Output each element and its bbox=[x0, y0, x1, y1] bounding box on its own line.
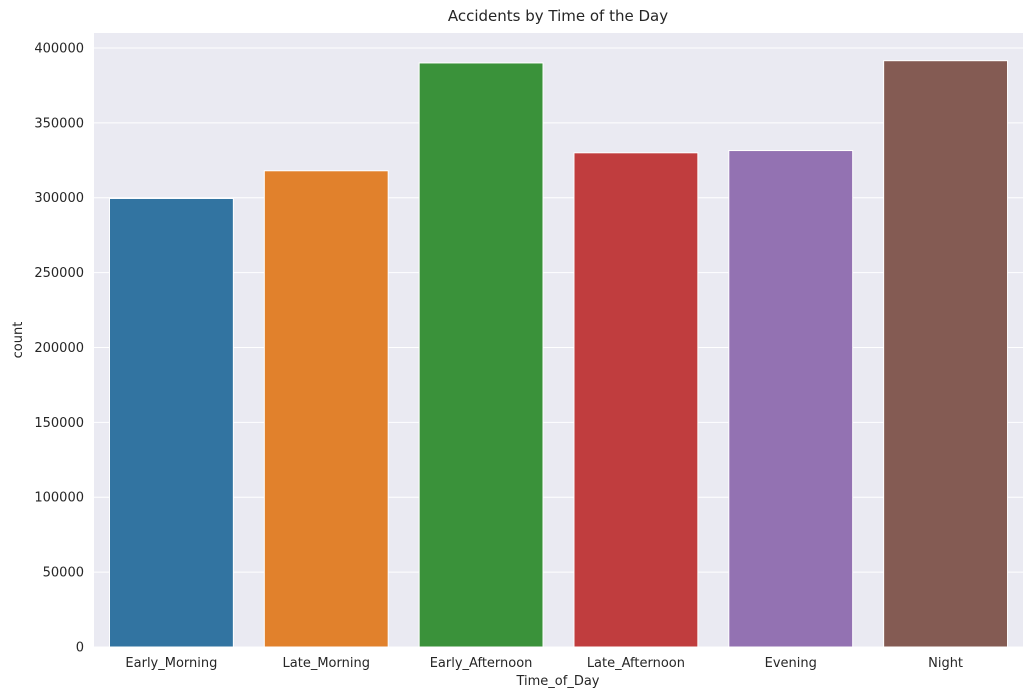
x-tick-label: Late_Afternoon bbox=[587, 656, 685, 671]
y-tick-label: 400000 bbox=[34, 41, 84, 56]
y-tick-label: 50000 bbox=[43, 566, 84, 581]
x-axis-label: Time_of_Day bbox=[515, 674, 599, 689]
y-tick-label: 150000 bbox=[34, 416, 84, 431]
bar-evening bbox=[728, 150, 854, 648]
y-tick-label: 100000 bbox=[34, 491, 84, 506]
x-tick-label: Evening bbox=[765, 656, 817, 671]
bars bbox=[108, 60, 1009, 648]
y-tick-labels: 0 50000 100000 150000 200000 250000 300000 3500… bbox=[34, 41, 84, 655]
bar-early-morning bbox=[108, 197, 234, 648]
bar-late-morning bbox=[263, 170, 389, 648]
chart-title: Accidents by Time of the Day bbox=[448, 7, 668, 25]
bar-early-afternoon bbox=[418, 62, 544, 648]
y-tick-label: 0 bbox=[76, 641, 84, 656]
x-tick-label: Late_Morning bbox=[283, 656, 370, 671]
x-tick-labels: Early_Morning Late_Morning Early_Afternoon… bbox=[125, 656, 963, 671]
y-tick-label: 200000 bbox=[34, 341, 84, 356]
y-tick-label: 350000 bbox=[34, 116, 84, 131]
bar-late-afternoon bbox=[573, 152, 699, 648]
x-tick-label: Early_Afternoon bbox=[430, 656, 533, 671]
plot-area bbox=[94, 33, 1023, 647]
y-axis-label: count bbox=[11, 322, 26, 359]
grid-lines bbox=[94, 47, 1023, 648]
x-tick-label: Early_Morning bbox=[125, 656, 217, 671]
bar-night bbox=[883, 60, 1009, 648]
y-tick-label: 250000 bbox=[34, 266, 84, 281]
x-tick-label: Night bbox=[928, 656, 963, 671]
y-tick-label: 300000 bbox=[34, 191, 84, 206]
